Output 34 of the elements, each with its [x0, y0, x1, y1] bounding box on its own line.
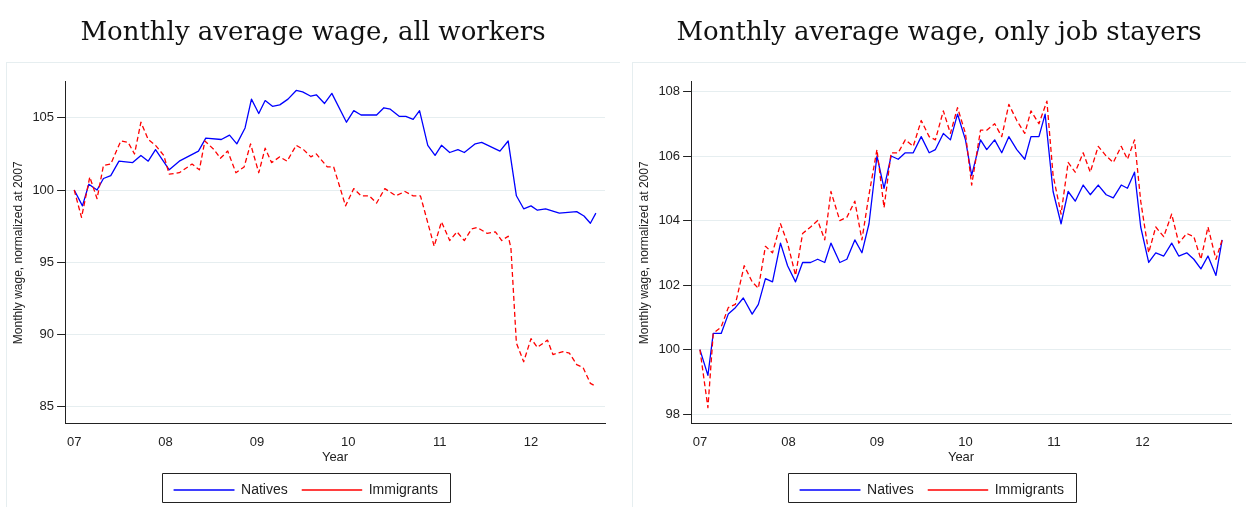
y-tick-label: 100 — [658, 341, 681, 357]
y-tick-label: 90 — [39, 325, 55, 341]
y-tick-label: 95 — [39, 253, 55, 269]
chart-title: Monthly average wage, only job stayers — [675, 15, 1203, 48]
legend-label: Natives — [241, 480, 288, 497]
x-tick-label: 09 — [249, 434, 265, 450]
x-tick-label: 08 — [781, 434, 796, 450]
x-tick-label: 10 — [958, 434, 973, 450]
chart-title: Monthly average wage, all workers — [79, 15, 547, 48]
y-tick-label: 102 — [658, 276, 681, 292]
y-tick-label: 105 — [32, 109, 55, 125]
legend-label: Immigrants — [994, 480, 1064, 497]
x-axis-title: Year — [321, 448, 349, 464]
y-tick-label: 100 — [32, 181, 55, 197]
x-tick-label: 07 — [66, 434, 82, 450]
y-tick-label: 85 — [39, 398, 55, 414]
y-tick-label: 106 — [658, 147, 681, 163]
x-tick-label: 07 — [692, 434, 708, 450]
x-tick-label: 12 — [1135, 434, 1150, 450]
x-tick-label: 09 — [869, 434, 885, 450]
x-tick-label: 12 — [523, 434, 539, 450]
y-tick-label: 104 — [658, 212, 681, 228]
x-tick-label: 10 — [341, 434, 356, 450]
x-tick-label: 11 — [432, 434, 447, 450]
legend-label: Natives — [867, 480, 914, 497]
y-axis-title: Monthly wage, normalized at 2007 — [10, 161, 25, 345]
legend-label: Immigrants — [368, 480, 438, 497]
y-axis-title: Monthly wage, normalized at 2007 — [636, 161, 651, 345]
y-tick-label: 98 — [665, 405, 681, 421]
x-axis-title: Year — [947, 448, 975, 464]
x-tick-label: 11 — [1047, 434, 1061, 450]
line-series — [73, 121, 597, 387]
y-tick-label: 108 — [658, 83, 681, 99]
x-tick-label: 08 — [158, 434, 173, 450]
